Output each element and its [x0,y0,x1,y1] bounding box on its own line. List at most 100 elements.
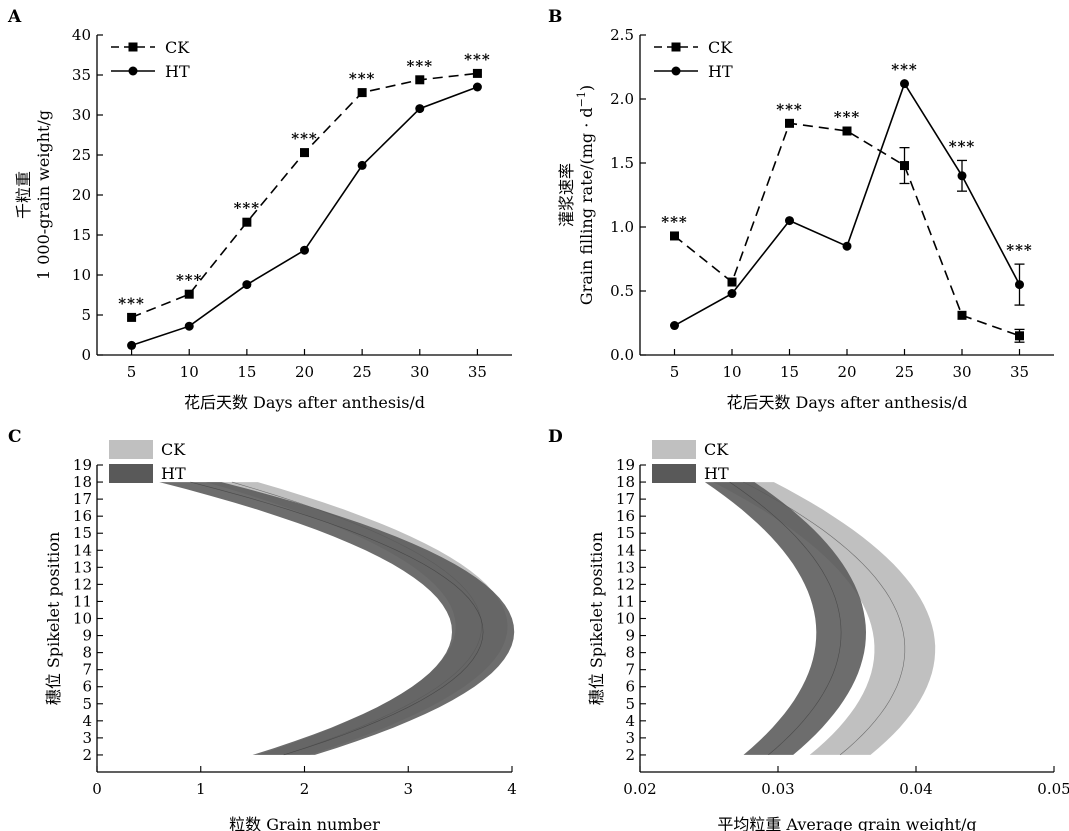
data-point-ck [127,312,137,322]
y-tick-label: 16 [73,507,92,525]
y-tick-label: 0.0 [610,346,634,364]
significance-stars: *** [291,130,318,148]
y-tick-label: 16 [616,507,635,525]
panel-letter-c: C [8,427,22,447]
y-tick-label: 19 [616,456,635,474]
significance-stars: *** [661,213,688,231]
y-tick-label: 11 [73,592,92,610]
y-tick-label: 4 [625,712,635,730]
data-point-ck [415,75,425,85]
y-tick-label: 2 [625,746,635,764]
y-axis-label: 穗位 Spikelet position [44,532,63,705]
y-tick-label: 0 [81,346,91,364]
data-point-ht [300,245,309,255]
panel-letter-d: D [548,427,563,447]
x-tick-label: 25 [895,363,914,381]
y-axis-label-en: Grain filling rate/(mg · d−1) [575,85,596,305]
y-tick-label: 13 [73,558,92,576]
y-tick-label: 5 [82,695,92,713]
band-area-ht [159,482,515,755]
x-tick-label: 0.03 [761,780,794,798]
x-tick-label: 30 [410,363,429,381]
y-axis-label-cn: 灌浆速率 [557,163,576,227]
y-tick-label: 17 [616,490,635,508]
panel-letter-b: B [548,7,562,27]
legend-label: CK [161,440,186,459]
y-tick-label: 6 [625,678,635,696]
x-tick-label: 0.04 [899,780,932,798]
y-tick-label: 19 [73,456,92,474]
y-tick-label: 40 [72,26,91,44]
band-center-line-ck [743,481,906,756]
band-center-line-ht [729,481,842,756]
y-tick-label: 9 [82,627,92,645]
data-point-ck [727,277,737,287]
y-tick-label: 12 [73,575,92,593]
y-tick-label: 15 [73,524,92,542]
x-axis-label: 平均粒重 Average grain weight/g [717,815,976,831]
y-axis-label-en-main: Grain filling rate/(mg · d [577,107,596,305]
data-point-ht [1015,280,1024,290]
data-point-ht [670,321,679,331]
series-line-ht [131,86,478,347]
y-tick-label: 10 [616,610,635,628]
legend-label: HT [161,464,186,483]
y-tick-label: 12 [616,575,635,593]
x-tick-label: 10 [722,363,741,381]
data-point-ht [900,79,909,89]
x-axis-label: 粒数 Grain number [229,815,380,831]
y-tick-label: 14 [73,541,92,559]
data-point-ck [184,289,194,299]
y-axis-label-en-end: ) [577,85,596,91]
x-tick-label: 0 [92,780,102,798]
band-area-ck [713,482,936,755]
x-axis-label: 花后天数 Days after anthesis/d [184,393,425,412]
data-point-ck [242,217,252,227]
data-point-ht [242,280,252,290]
y-tick-label: 6 [82,678,92,696]
data-point-ck [900,161,909,171]
legend-marker [671,42,681,52]
y-tick-label: 1.5 [610,154,634,172]
y-tick-label: 5 [625,695,635,713]
y-axis-label-en-main: 1 000-grain weight/g [34,110,53,280]
x-tick-label: 20 [837,363,856,381]
data-point-ht [957,171,967,181]
y-axis-label: 穗位 Spikelet position [587,532,606,705]
y-tick-label: 3 [625,729,635,747]
data-point-ck [1015,331,1024,341]
x-tick-label: 5 [670,363,680,381]
y-tick-label: 1.0 [610,218,634,236]
legend-swatch [109,440,153,459]
legend-swatch [652,440,696,459]
significance-stars: *** [349,70,376,88]
y-tick-label: 2.5 [610,26,634,44]
x-tick-label: 35 [1010,363,1029,381]
legend-swatch [652,464,696,483]
legend-marker [671,66,681,76]
significance-stars: *** [834,108,861,126]
data-point-ht [357,160,367,170]
significance-stars: *** [176,271,203,289]
data-point-ht [727,289,737,299]
panel-b-chart: 0.0 0.5 1.0 1.5 2.0 2.5 5 10 15 20 25 30 35 花后天数 Days… [557,26,1054,412]
y-tick-label: 7 [82,661,92,679]
data-point-ht [472,82,482,92]
legend-swatch [109,464,153,483]
significance-stars: *** [891,61,918,79]
significance-stars: *** [464,50,491,68]
y-tick-label: 10 [73,610,92,628]
band-area-ht [704,482,866,755]
y-tick-label: 15 [616,524,635,542]
y-tick-label: 2 [82,746,92,764]
data-point-ck [670,231,679,241]
x-tick-label: 15 [237,363,256,381]
y-tick-label: 8 [82,644,92,662]
data-point-ck [957,310,967,320]
x-tick-label: 3 [403,780,413,798]
y-tick-label: 25 [72,146,91,164]
y-tick-label: 18 [616,473,635,491]
data-point-ht [127,340,137,350]
y-tick-label: 7 [625,661,635,679]
